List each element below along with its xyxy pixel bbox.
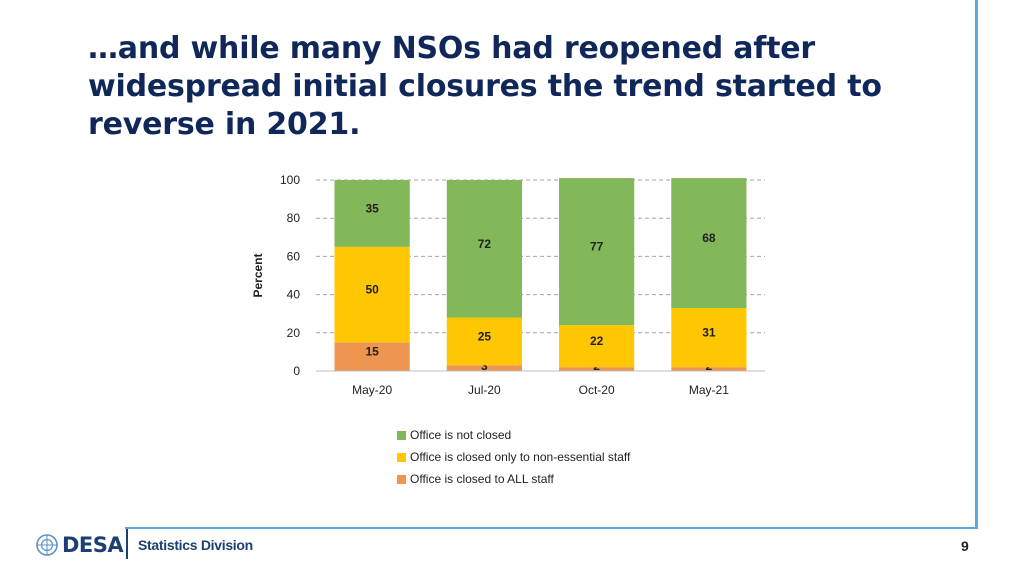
right-accent-rule [975, 0, 978, 528]
legend-label: Office is not closed [410, 428, 512, 442]
x-tick-label: Oct-20 [579, 383, 615, 397]
legend-item-closed-non-essential: Office is closed only to non-essential s… [397, 446, 630, 468]
legend-swatch-not-closed [397, 430, 406, 440]
y-tick-label: 0 [293, 364, 300, 378]
y-tick-label: 80 [287, 211, 301, 225]
data-label: 50 [365, 283, 379, 297]
slide-title: …and while many NSOs had reopened after … [88, 31, 882, 142]
desa-logo: DESA [36, 533, 124, 557]
bar-segment [671, 367, 747, 371]
bar-segment [446, 317, 522, 366]
desa-wordmark: DESA [62, 533, 124, 557]
y-tick-label: 40 [287, 288, 301, 302]
y-axis-label: Percent [251, 253, 265, 297]
data-label: 3 [481, 359, 488, 373]
bar-segment [559, 325, 635, 368]
data-label: 25 [478, 329, 492, 343]
bar-segment [446, 180, 522, 318]
data-label: 35 [365, 201, 379, 215]
bar-segment [671, 307, 747, 368]
x-tick-label: May-21 [689, 383, 729, 397]
legend-item-closed-all: Office is closed to ALL staff [397, 468, 630, 490]
x-tick-label: Jul-20 [468, 383, 501, 397]
data-label: 72 [478, 237, 492, 251]
legend-item-not-closed: Office is not closed [397, 424, 630, 446]
stacked-bar-chart: 0 20 40 60 80 100 Percent 15 50 35 May-20 3 25 72 Jul-… [251, 173, 765, 397]
division-name: Statistics Division [138, 537, 253, 553]
legend-swatch-closed-non-essential [397, 452, 406, 462]
x-tick-label: May-20 [352, 383, 392, 397]
bottom-accent-rule [125, 527, 978, 529]
data-label: 15 [365, 345, 379, 359]
bar-segment [334, 180, 410, 247]
bar-segment [559, 367, 635, 371]
bar-segment [446, 365, 522, 371]
y-tick-label: 60 [287, 249, 301, 263]
chart-legend: Office is not closed Office is closed on… [397, 424, 630, 490]
data-label: 22 [590, 334, 604, 348]
y-tick-label: 20 [287, 326, 301, 340]
legend-swatch-closed-all [397, 474, 406, 484]
data-label: 31 [702, 326, 716, 340]
data-label: 77 [590, 240, 604, 254]
bar-segment [334, 246, 410, 343]
data-label: 68 [702, 231, 716, 245]
y-tick-label: 100 [280, 173, 300, 187]
bar-segment [334, 342, 410, 371]
bar-segment [559, 178, 635, 326]
page-number: 9 [961, 538, 969, 554]
footer-divider [126, 529, 128, 559]
bar-segment [671, 178, 747, 308]
legend-label: Office is closed to ALL staff [410, 472, 554, 486]
un-emblem-icon [36, 534, 58, 556]
legend-label: Office is closed only to non-essential s… [410, 450, 631, 464]
